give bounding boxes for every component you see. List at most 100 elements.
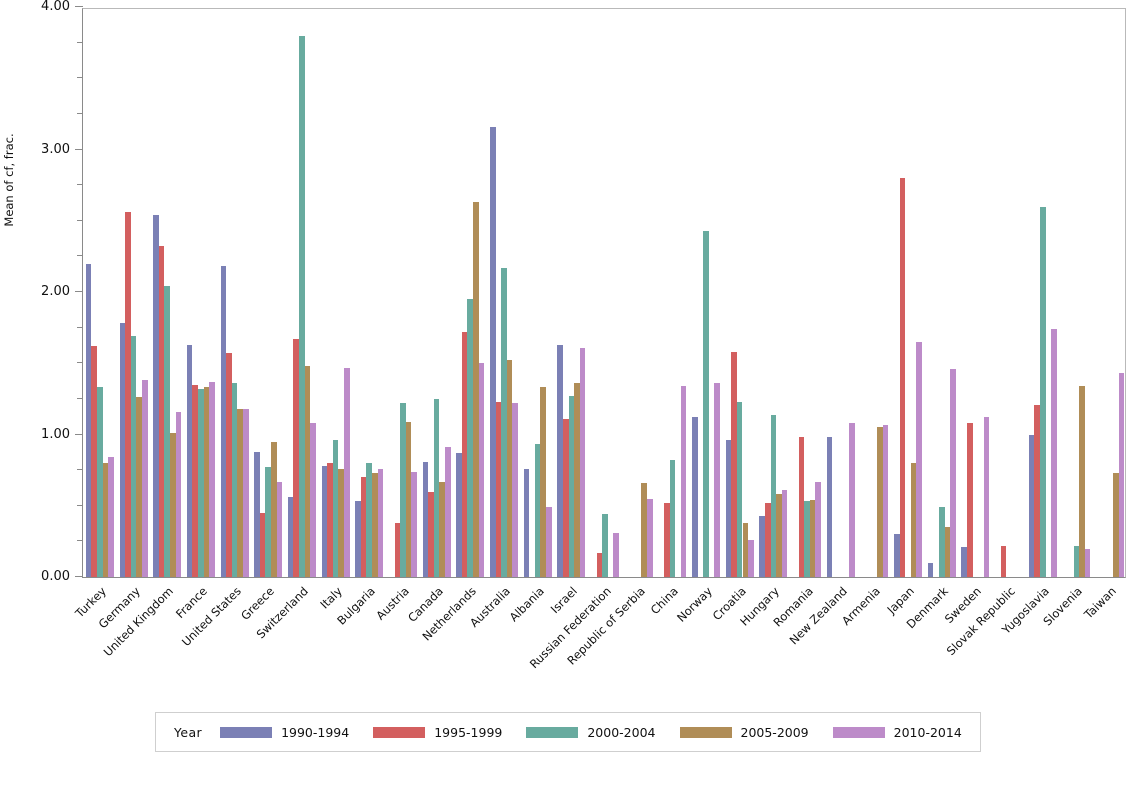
bar: [950, 368, 956, 577]
bar: [377, 468, 384, 577]
bar: [1084, 548, 1091, 577]
bar: [259, 512, 266, 577]
legend-swatch: [373, 726, 426, 738]
bar: [669, 460, 676, 577]
bar: [119, 323, 126, 577]
bar: [804, 501, 810, 577]
legend-item[interactable]: 2010-2014: [832, 724, 962, 740]
bar-group: [355, 9, 384, 577]
y-axis-title: Mean of cf, frac.: [2, 133, 16, 227]
bar: [764, 502, 771, 577]
y-axis-minor-tick: [77, 469, 83, 471]
legend-item[interactable]: 2000-2004: [526, 725, 656, 740]
legend-swatch: [526, 726, 579, 738]
legend-label: 2010-2014: [893, 724, 962, 740]
y-axis-minor-tick: [77, 362, 83, 364]
bar-group: [557, 9, 586, 577]
bar: [781, 490, 788, 577]
bar: [506, 360, 513, 577]
bar: [91, 346, 98, 577]
bar: [1034, 404, 1040, 577]
bar: [97, 387, 103, 577]
bar-group: [826, 9, 855, 577]
bar: [310, 423, 316, 577]
bar: [967, 423, 973, 577]
legend-label: 1995-1999: [434, 724, 503, 740]
bar: [478, 363, 485, 577]
legend-item[interactable]: 2005-2009: [679, 725, 809, 740]
bar: [158, 246, 165, 577]
bar: [927, 562, 934, 577]
bar: [102, 463, 109, 577]
bar: [175, 411, 182, 577]
bar: [237, 408, 243, 577]
y-axis-minor-tick: [77, 219, 83, 221]
bar: [209, 381, 215, 577]
bar: [265, 467, 271, 577]
bar: [85, 263, 92, 577]
y-axis-tick-label: 4.00: [41, 0, 70, 14]
bar-group: [1028, 9, 1057, 577]
bar-group: [456, 9, 485, 577]
bar: [394, 522, 401, 577]
legend-item[interactable]: 1995-1999: [373, 725, 502, 740]
bar: [613, 532, 619, 577]
bar: [899, 178, 906, 577]
bar: [714, 383, 721, 577]
bar: [557, 344, 563, 577]
bar: [1051, 329, 1057, 577]
bar-group: [287, 9, 316, 577]
plot-area: [75, 6, 1126, 578]
bar: [742, 522, 749, 577]
y-axis-minor-tick: [77, 504, 83, 506]
bar: [203, 387, 210, 577]
y-axis-major-tick: [75, 576, 83, 577]
bar: [546, 507, 552, 577]
bar: [299, 35, 305, 577]
bar: [748, 539, 754, 577]
bar: [433, 398, 440, 577]
bar-group: [389, 9, 417, 577]
bar: [411, 471, 417, 577]
bar-group: [793, 9, 822, 577]
bar: [1039, 206, 1046, 577]
bar: [736, 401, 743, 577]
bar-group: [1062, 9, 1091, 577]
bar-group: [692, 9, 721, 577]
bar: [1073, 545, 1080, 577]
bar: [916, 341, 923, 577]
bar: [293, 339, 300, 577]
bar: [445, 447, 451, 577]
bar: [501, 267, 507, 577]
bar: [798, 437, 805, 577]
bar: [220, 266, 227, 577]
bar: [254, 451, 260, 577]
bar-group: [591, 9, 619, 577]
legend-item[interactable]: 1990-1994: [220, 725, 349, 740]
bar: [534, 444, 541, 577]
bar: [1028, 434, 1035, 577]
legend-swatch: [679, 726, 732, 738]
bar: [910, 463, 917, 577]
bar: [405, 421, 412, 577]
bar-group: [658, 9, 687, 577]
y-axis-major-tick: [75, 6, 83, 7]
y-axis-major-tick: [75, 433, 83, 435]
bar: [826, 437, 833, 577]
bar: [489, 126, 496, 577]
bar: [770, 414, 777, 577]
bar: [961, 547, 968, 577]
bar: [731, 351, 737, 577]
bar: [332, 440, 339, 577]
legend-swatch: [220, 726, 273, 738]
bar-group: [489, 9, 518, 577]
bar: [192, 384, 199, 577]
bar: [882, 424, 889, 577]
chart-root: Mean of cf, frac. 0.00 1.00 2.00 3.00 4.00 T…: [2, 0, 1126, 752]
bar: [495, 401, 502, 577]
bar: [562, 418, 569, 577]
bar: [1118, 373, 1125, 577]
bar: [153, 215, 159, 577]
bar-group: [860, 9, 889, 577]
bar-series-container: [83, 9, 1125, 577]
